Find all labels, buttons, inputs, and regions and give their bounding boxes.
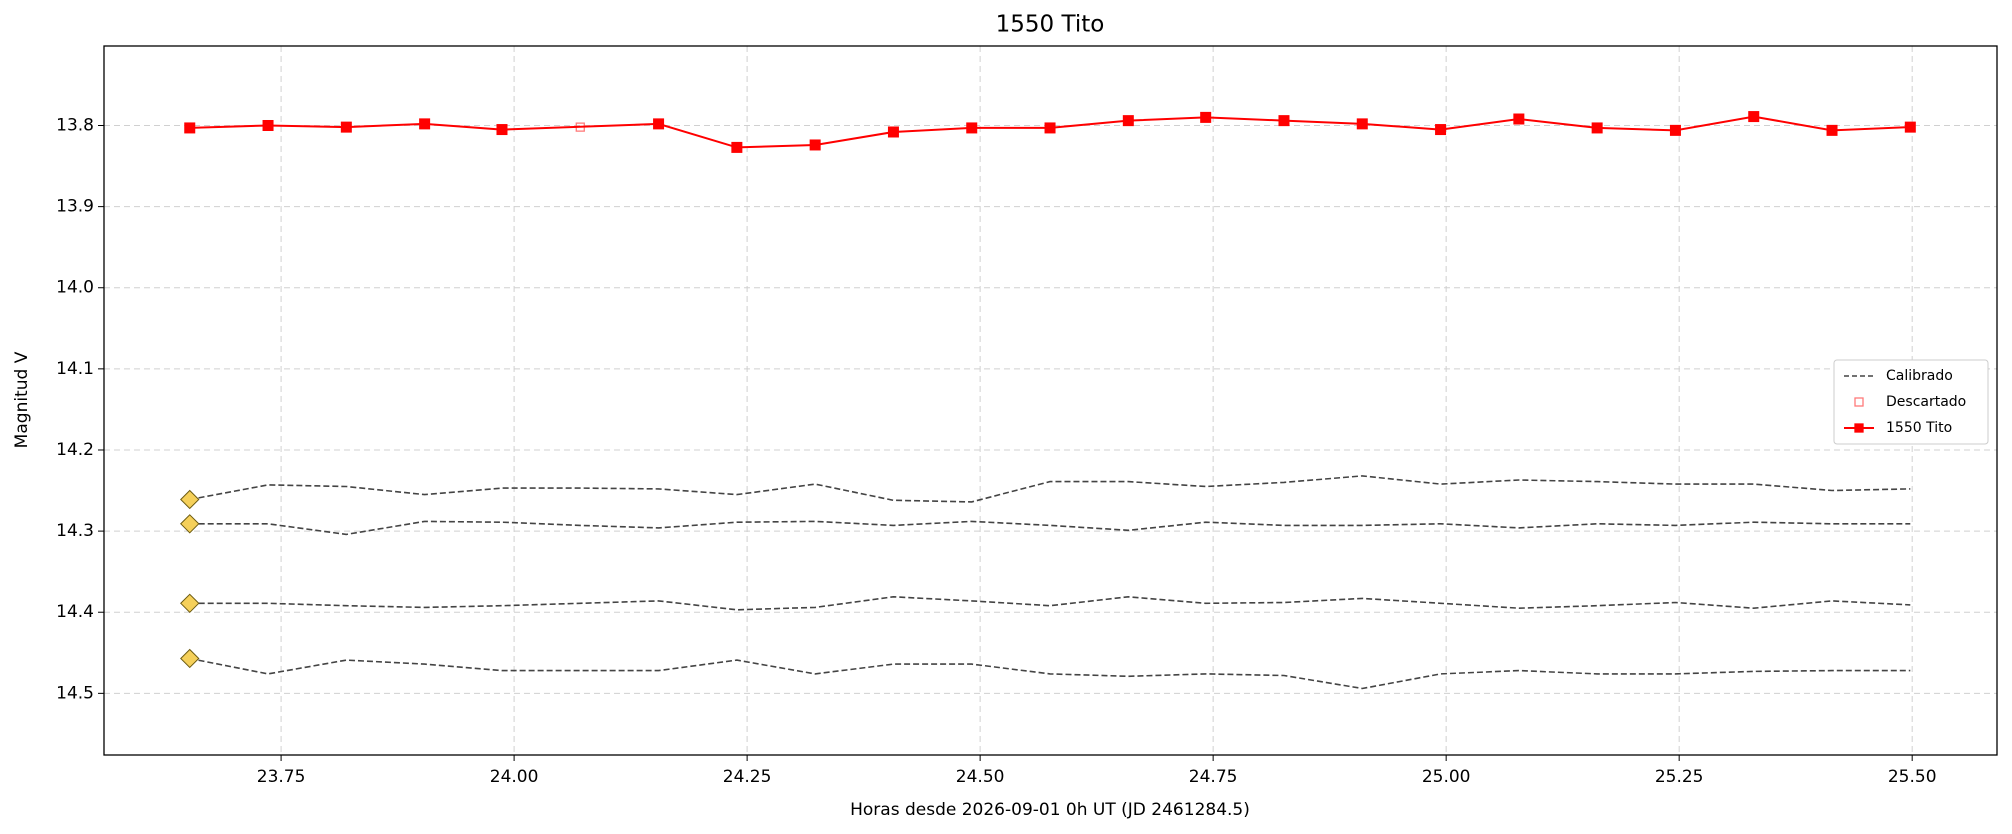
point <box>1826 124 1838 136</box>
y-tick-label: 13.8 <box>56 115 94 135</box>
y-tick-label: 13.9 <box>56 197 94 217</box>
point <box>731 141 743 153</box>
x-tick-label: 25.25 <box>1655 767 1704 787</box>
legend-marker <box>1854 397 1864 407</box>
series-line <box>189 115 1911 149</box>
legend-label: Descartado <box>1886 394 1966 410</box>
point <box>966 122 978 134</box>
calibrated-line <box>189 595 1911 611</box>
point <box>653 118 665 130</box>
point <box>1435 124 1447 136</box>
point <box>1356 118 1368 130</box>
point <box>496 124 508 136</box>
y-tick-label: 14.5 <box>56 683 94 703</box>
point <box>1044 122 1056 134</box>
y-tick-label: 14.1 <box>56 359 94 379</box>
point <box>1122 115 1134 127</box>
x-tick-label: 25.00 <box>1422 767 1471 787</box>
x-tick-label: 24.25 <box>723 767 772 787</box>
x-tick-label: 24.00 <box>490 767 539 787</box>
legend-marker <box>1854 423 1864 433</box>
calibrated-marker <box>180 514 200 534</box>
point <box>419 118 431 130</box>
point <box>1200 111 1212 123</box>
y-axis-label: Magnitud V <box>12 351 32 448</box>
legend-box <box>1833 359 1989 445</box>
point <box>887 126 899 138</box>
calibrated-line <box>189 520 1911 536</box>
point <box>1278 115 1290 127</box>
calibrated-line <box>189 475 1911 503</box>
point <box>1904 121 1916 133</box>
point <box>1669 124 1681 136</box>
calibrated-line <box>189 657 1911 690</box>
y-tick-label: 14.0 <box>56 278 94 298</box>
plot-frame <box>103 45 1998 756</box>
point <box>1513 113 1525 125</box>
y-tick-label: 14.2 <box>56 440 94 460</box>
point <box>809 139 821 151</box>
point <box>1748 111 1760 123</box>
x-tick-label: 23.75 <box>257 767 306 787</box>
point <box>1591 122 1603 134</box>
y-tick-label: 14.4 <box>56 602 94 622</box>
point <box>184 122 196 134</box>
legend-label: 1550 Tito <box>1886 420 1952 436</box>
calibrated-marker <box>180 648 200 669</box>
calibrated-marker <box>180 593 200 614</box>
x-tick-label: 24.75 <box>1189 767 1238 787</box>
legend-label: Calibrado <box>1886 368 1953 384</box>
y-tick-label: 14.3 <box>56 521 94 541</box>
x-axis-label: Horas desde 2026-09-01 0h UT (JD 2461284… <box>850 800 1250 820</box>
chart-title: 1550 Tito <box>996 12 1105 38</box>
point <box>340 121 352 133</box>
point <box>262 119 274 131</box>
x-tick-label: 25.50 <box>1888 767 1937 787</box>
x-tick-label: 24.50 <box>956 767 1005 787</box>
calibrated-marker <box>180 489 200 510</box>
